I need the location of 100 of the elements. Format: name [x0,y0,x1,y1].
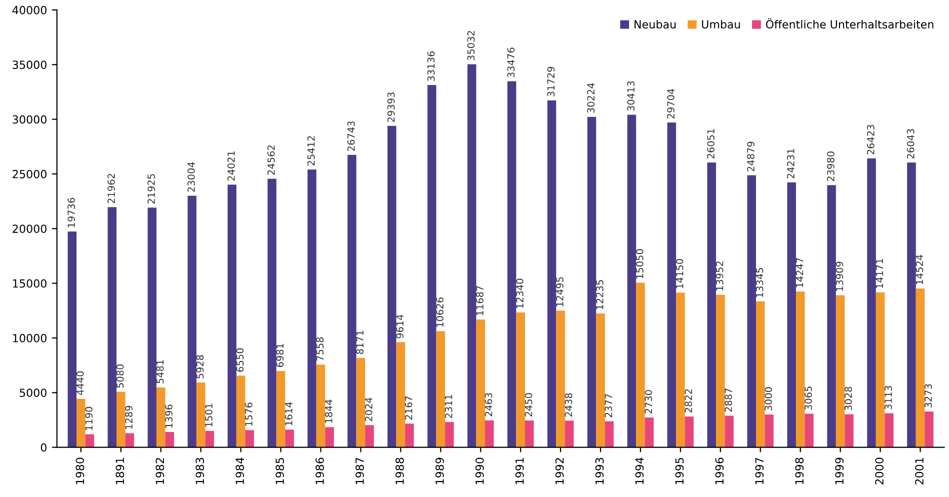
data-label: 14524 [916,254,924,284]
x-tick-label: 1980 [76,458,84,484]
bar [764,414,774,448]
bar [436,331,446,448]
x-tick-label: 2000 [875,458,884,484]
data-label: 2438 [564,393,572,417]
data-label: 5481 [156,360,164,384]
data-label: 1844 [324,400,332,423]
data-label: 1190 [85,406,93,430]
data-label: 1576 [245,402,252,426]
bar [245,430,254,448]
data-label: 24021 [227,151,235,181]
bar [644,417,654,448]
bar [476,320,486,448]
bar [596,314,605,448]
y-tick-label: 5000 [20,388,46,398]
x-tick-label: 1891 [116,458,124,484]
data-label: 4440 [76,371,84,395]
data-label: 2450 [524,393,532,417]
bar [787,182,796,448]
data-label: 13952 [716,262,724,290]
x-tick-label: 1990 [475,458,484,484]
legend-label: Öffentliche Unterhaltsarbeiten [766,18,934,29]
bar [427,84,436,448]
bar [76,398,86,448]
x-tick-label: 1989 [435,458,444,484]
bar [756,301,765,448]
data-label: 2730 [644,390,652,414]
bar [276,370,286,448]
data-label: 2822 [684,389,692,412]
bar [516,312,525,448]
bar [804,414,814,448]
data-label: 9614 [396,314,404,338]
bar [507,81,516,448]
data-label: 3000 [764,387,772,410]
data-label: 2024 [364,398,372,422]
data-label: 5928 [196,355,204,378]
x-tick-label: 1984 [236,458,244,484]
data-label: 26743 [347,121,355,151]
data-label: 3113 [884,386,892,410]
x-tick-label: 2001 [915,458,924,484]
x-tick-label: 1994 [635,458,644,484]
data-label: 3065 [804,386,812,410]
legend-label: Neubau [634,20,676,29]
data-label: 33136 [427,51,435,81]
x-tick-label: 1999 [835,458,844,484]
bar [716,294,725,448]
y-tick-label: 20000 [12,224,46,233]
bar [205,430,214,448]
bar [236,376,246,448]
data-label: 24879 [747,142,754,172]
data-label: 30224 [587,83,595,113]
bar [844,414,854,448]
bar [467,64,476,448]
data-label: 12235 [596,280,604,310]
bar [604,421,614,448]
bar [587,116,596,448]
x-tick-label: 1985 [276,458,284,484]
bar [556,310,565,448]
data-label: 35032 [467,31,475,60]
data-label: 26051 [707,129,714,158]
bar [308,169,316,448]
bar [547,100,556,448]
bar [485,420,494,448]
bar [796,292,805,448]
y-tick-label: 10000 [13,334,46,342]
bar [348,154,356,448]
bar [316,364,326,448]
bar [707,162,716,448]
x-tick-label: 1987 [356,458,364,484]
data-label: 14247 [796,258,804,288]
y-tick-label: 35000 [12,60,46,69]
data-label: 8171 [356,330,364,354]
data-label: 6550 [236,348,244,372]
y-tick-label: 0 [40,443,46,452]
data-label: 14150 [676,259,684,288]
data-label: 23004 [188,162,195,192]
data-label: 26423 [866,124,874,154]
bar [188,196,196,448]
bar [564,420,574,448]
data-label: 10626 [436,298,444,327]
x-tick-label: 1997 [755,458,764,484]
data-label: 13345 [756,268,764,298]
bar [827,185,836,448]
data-label: 30413 [627,81,635,111]
bar [196,382,206,448]
x-tick-label: 1996 [715,458,724,484]
data-label: 24562 [267,146,275,175]
bar [228,184,236,448]
data-label: 11687 [476,286,484,316]
bar [667,122,676,448]
bar [524,420,534,448]
data-label: 31729 [547,66,555,96]
bar [68,232,77,448]
y-tick-label: 15000 [13,279,46,288]
bar [627,114,636,448]
data-label: 29393 [387,92,395,122]
data-label: 2167 [404,396,412,420]
data-label: 25412 [307,136,315,166]
bar [116,392,126,448]
